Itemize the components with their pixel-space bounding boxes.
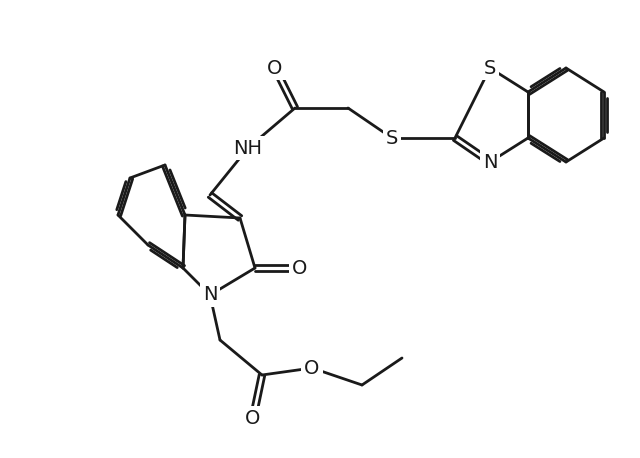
Text: NH: NH [234,138,262,158]
Text: N: N [483,153,497,171]
Text: O: O [292,258,308,278]
Text: S: S [386,129,398,147]
Text: O: O [304,359,320,377]
Text: O: O [245,409,260,427]
Text: O: O [268,59,283,77]
Text: N: N [203,285,217,305]
Text: S: S [484,59,496,77]
